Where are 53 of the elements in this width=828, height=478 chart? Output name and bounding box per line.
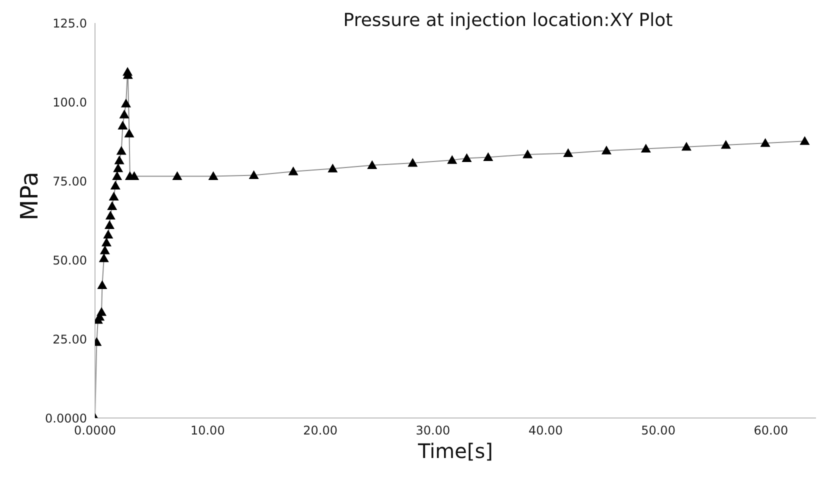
point [288,166,298,176]
y-axis-title: MPa [16,172,44,220]
x-tick-label: 30.00 [416,424,450,438]
point [800,136,810,145]
point [100,246,110,254]
point [104,220,115,229]
point [108,192,119,201]
x-axis-title: Time[s] [417,439,493,463]
point [116,146,126,155]
x-tick-label: 10.00 [190,424,225,438]
point [172,171,182,180]
x-tick-label: 50.00 [641,424,676,438]
point [97,280,108,290]
point [601,146,612,154]
x-tick-label: 0.0000 [74,424,116,438]
point [208,171,218,180]
point [110,180,120,190]
point [248,170,259,180]
x-tick-label: 20.00 [303,424,338,438]
point [113,163,124,172]
point [462,153,472,162]
y-tick-label: 50.00 [52,253,87,268]
y-tick-label: 100.0 [52,95,87,110]
x-tick-label: 60.00 [754,424,788,438]
point [118,120,128,130]
y-tick-label: 25.00 [52,332,87,346]
point [720,140,731,149]
point [98,253,109,262]
point [640,144,651,153]
point [563,148,574,157]
y-tick-label: 0.0000 [45,411,87,426]
point [96,307,107,316]
point [681,142,692,151]
point [367,160,378,169]
point [447,155,458,164]
point [107,201,118,210]
point [760,138,770,147]
point [112,171,122,180]
point [103,230,114,238]
chart-title: Pressure at injection location:XY Plot [342,10,674,31]
point [119,110,130,118]
point [120,98,131,108]
point [408,158,418,167]
y-tick-label: 125.0 [52,16,87,30]
point [328,164,338,172]
point [101,238,112,246]
point [114,155,124,164]
point [105,210,116,220]
point [483,152,494,162]
x-tick-label: 40.00 [528,424,563,438]
point [522,149,533,158]
point [124,128,134,138]
y-tick-label: 75.00 [52,174,87,188]
